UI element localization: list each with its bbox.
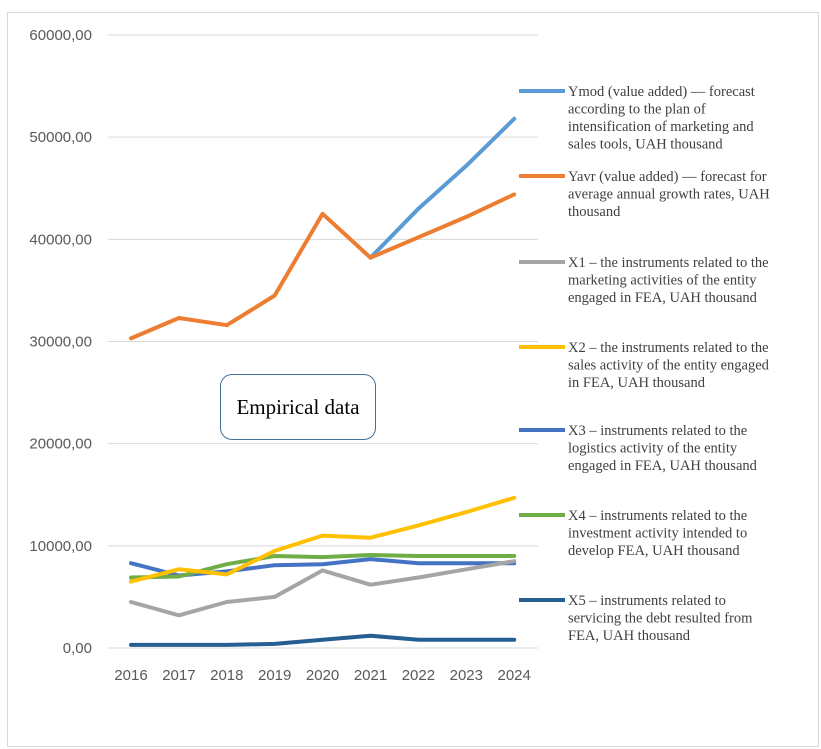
x-tick-label: 2020 <box>306 667 339 684</box>
series-line <box>129 553 517 580</box>
series-line <box>129 633 517 647</box>
series-line <box>129 192 517 341</box>
legend-entry-line: logistics activity of the entity <box>568 441 738 457</box>
legend-entry-line: average annual growth rates, UAH <box>568 187 770 203</box>
y-tick-label: 40000,00 <box>29 231 92 248</box>
x-tick-label: 2017 <box>162 667 195 684</box>
legend-entry-line: marketing activities of the entity <box>568 273 757 289</box>
x-tick-label: 2018 <box>210 667 243 684</box>
x-tick-label: 2021 <box>354 667 387 684</box>
series-line <box>368 116 517 260</box>
legend-entry-line: engaged in FEA, UAH thousand <box>568 458 758 474</box>
x-tick-label: 2023 <box>450 667 483 684</box>
legend-entry: X2 – the instruments related to the sales… <box>568 340 770 391</box>
legend-entry-line: servicing the debt resulted from <box>568 611 753 627</box>
y-tick-label: 30000,00 <box>29 334 92 351</box>
series-line <box>129 495 517 584</box>
legend-entry-line: investment activity intended to <box>568 526 747 542</box>
legend-entry-line: intensification of marketing and <box>568 119 754 135</box>
legend-entry-line: Ymod (value added) — forecast <box>568 84 755 100</box>
legend-entry-line: in FEA, UAH thousand <box>568 375 706 391</box>
legend-entry: X4 – instruments related to the investmen… <box>568 508 747 559</box>
x-tick-label: 2016 <box>114 667 147 684</box>
y-tick-label: 10000,00 <box>29 538 92 555</box>
legend-entry: X5 – instruments related to servicing the… <box>568 593 753 644</box>
legend-entry-line: X5 – instruments related to <box>568 593 726 609</box>
legend-entry-line: sales tools, UAH thousand <box>568 137 723 153</box>
chart-frame <box>7 12 819 747</box>
legend-entry-line: Yavr (value added) — forecast for <box>568 169 767 185</box>
y-tick-label: 60000,00 <box>29 27 92 44</box>
legend-entry-line: sales activity of the entity engaged <box>568 358 770 374</box>
y-tick-label: 0,00 <box>63 640 92 657</box>
series-line <box>129 559 517 618</box>
legend-entry: X1 – the instruments related to the marke… <box>568 255 769 306</box>
legend-entry: Yavr (value added) — forecast for average… <box>568 169 770 220</box>
legend-entry-line: according to the plan of <box>568 102 706 118</box>
legend-entry-line: engaged in FEA, UAH thousand <box>568 290 758 306</box>
y-tick-label: 50000,00 <box>29 129 92 146</box>
legend-entry-line: X1 – the instruments related to the <box>568 255 769 271</box>
legend-entry-line: X2 – the instruments related to the <box>568 340 769 356</box>
legend-entry: X3 – instruments related to the logistics… <box>568 423 758 474</box>
legend-entry-line: X3 – instruments related to the <box>568 423 747 439</box>
legend-entry-line: develop FEA, UAH thousand <box>568 543 740 559</box>
legend-entry-line: X4 – instruments related to the <box>568 508 747 524</box>
empirical-data-callout: Empirical data <box>220 374 376 440</box>
x-tick-label: 2022 <box>402 667 435 684</box>
x-tick-label: 2019 <box>258 667 291 684</box>
x-tick-label: 2024 <box>498 667 531 684</box>
legend-entry-line: thousand <box>568 204 621 220</box>
legend-entry-line: FEA, UAH thousand <box>568 628 691 644</box>
legend-entry: Ymod (value added) — forecast according t… <box>568 84 755 153</box>
y-tick-label: 20000,00 <box>29 436 92 453</box>
